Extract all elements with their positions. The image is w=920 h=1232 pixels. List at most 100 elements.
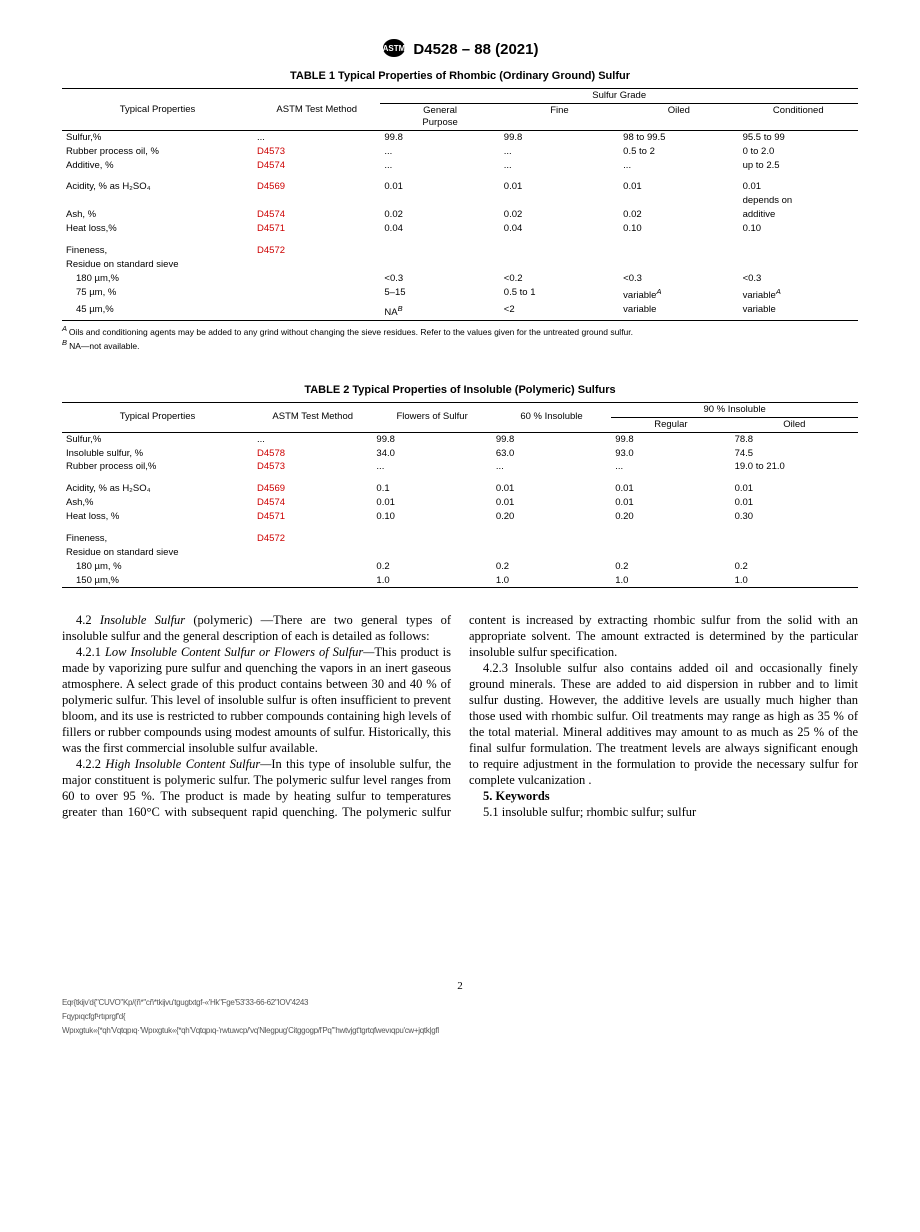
table-row: Fineness,D4572 [62,532,858,546]
document-id: D4528 – 88 (2021) [413,41,538,58]
table1-h-method: ASTM Test Method [253,89,380,130]
value-cell: 0.01 [731,482,858,496]
value-cell [619,194,738,208]
fine-print-1: Eqr{tkijv'd{"CUVO"Kp/(ñ*"cñ*tkijvu'tgugt… [62,998,858,1008]
value-cell [380,258,499,272]
table-row: Heat loss,%D45710.040.040.100.10 [62,222,858,236]
value-cell: 1.0 [372,574,491,588]
prop-cell: Acidity, % as H₂SO₄ [62,482,253,496]
table-row: 180 µm, %0.20.20.20.2 [62,560,858,574]
value-cell: variable [619,303,738,320]
table-row: Acidity, % as H₂SO₄D45690.10.010.010.01 [62,482,858,496]
body-text: 4.2 Insoluble Sulfur (polymeric) —There … [62,612,858,820]
footnote-a: Oils and conditioning agents may be adde… [69,326,633,336]
value-cell: 0.2 [372,560,491,574]
table-row [62,172,858,180]
method-cell [253,560,372,574]
table-row: 75 µm, %5–150.5 to 1variableAvariableA [62,286,858,303]
value-cell [500,194,619,208]
value-cell: ... [380,159,499,173]
value-cell: 93.0 [611,447,730,461]
table-row: Rubber process oil,%D4573.........19.0 t… [62,460,858,474]
prop-cell: Rubber process oil,% [62,460,253,474]
method-cell[interactable]: D4569 [253,180,380,194]
value-cell: 0.2 [731,560,858,574]
table1-h-col: Conditioned [739,104,858,131]
table-row: 45 µm,%NAB<2variablevariable [62,303,858,320]
value-cell: 0.30 [731,510,858,524]
prop-cell: 180 µm, % [62,560,253,574]
value-cell: <0.3 [380,272,499,286]
value-cell: 0.02 [380,208,499,222]
prop-cell: 75 µm, % [62,286,253,303]
value-cell: ... [492,460,611,474]
table-row [62,236,858,244]
prop-cell: Acidity, % as H₂SO₄ [62,180,253,194]
method-cell[interactable]: D4573 [253,145,380,159]
value-cell: ... [380,145,499,159]
table1-h-group: Sulfur Grade [380,89,858,103]
value-cell: ... [372,460,491,474]
prop-cell: Heat loss,% [62,222,253,236]
table-row: Residue on standard sieve [62,546,858,560]
method-cell[interactable]: D4571 [253,510,372,524]
value-cell: 0.20 [492,510,611,524]
method-cell [253,194,380,208]
prop-cell: Insoluble sulfur, % [62,447,253,461]
table-row [62,474,858,482]
prop-cell [62,194,253,208]
table-row: Insoluble sulfur, %D457834.063.093.074.5 [62,447,858,461]
value-cell: 0.10 [739,222,858,236]
prop-cell: Fineness, [62,244,253,258]
method-cell[interactable]: D4572 [253,244,380,258]
method-cell[interactable]: D4578 [253,447,372,461]
value-cell: 0.01 [731,496,858,510]
prop-cell: Heat loss, % [62,510,253,524]
method-cell[interactable]: D4574 [253,159,380,173]
prop-cell: Residue on standard sieve [62,546,253,560]
table1-h-col: Fine [500,104,619,131]
table-row: Sulfur,%...99.899.898 to 99.595.5 to 99 [62,130,858,144]
value-cell: 99.8 [500,130,619,144]
value-cell: <0.2 [500,272,619,286]
table-row: Fineness,D4572 [62,244,858,258]
prop-cell: Fineness, [62,532,253,546]
value-cell: 0.10 [619,222,738,236]
value-cell [492,546,611,560]
value-cell: 0.1 [372,482,491,496]
value-cell [500,258,619,272]
table-row: depends on [62,194,858,208]
value-cell: 0.04 [380,222,499,236]
value-cell: 0.01 [380,180,499,194]
para-4-2-3: 4.2.3 Insoluble sulfur also contains add… [469,660,858,788]
value-cell: 0.2 [611,560,730,574]
value-cell: 19.0 to 21.0 [731,460,858,474]
method-cell[interactable]: D4574 [253,208,380,222]
table-row: Residue on standard sieve [62,258,858,272]
method-cell[interactable]: D4571 [253,222,380,236]
table1-h-col: GeneralPurpose [380,104,499,131]
method-cell[interactable]: D4569 [253,482,372,496]
footnote-b: NA—not available. [69,341,139,351]
table1-h-col: Oiled [619,104,738,131]
value-cell: 0.20 [611,510,730,524]
table2-h-s1: 60 % Insoluble [492,403,611,432]
prop-cell: 45 µm,% [62,303,253,320]
value-cell: 0.04 [500,222,619,236]
method-cell[interactable]: D4572 [253,532,372,546]
value-cell: <0.3 [739,272,858,286]
value-cell [619,244,738,258]
value-cell: 99.8 [380,130,499,144]
value-cell [380,194,499,208]
page-number: 2 [62,980,858,994]
value-cell [500,244,619,258]
method-cell[interactable]: D4573 [253,460,372,474]
table1-h-prop: Typical Properties [62,89,253,130]
method-cell[interactable]: D4574 [253,496,372,510]
value-cell: 63.0 [492,447,611,461]
value-cell: 0.01 [372,496,491,510]
table2: Typical Properties ASTM Test Method Flow… [62,402,858,589]
value-cell: 1.0 [611,574,730,588]
value-cell: 0 to 2.0 [739,145,858,159]
value-cell: 34.0 [372,447,491,461]
